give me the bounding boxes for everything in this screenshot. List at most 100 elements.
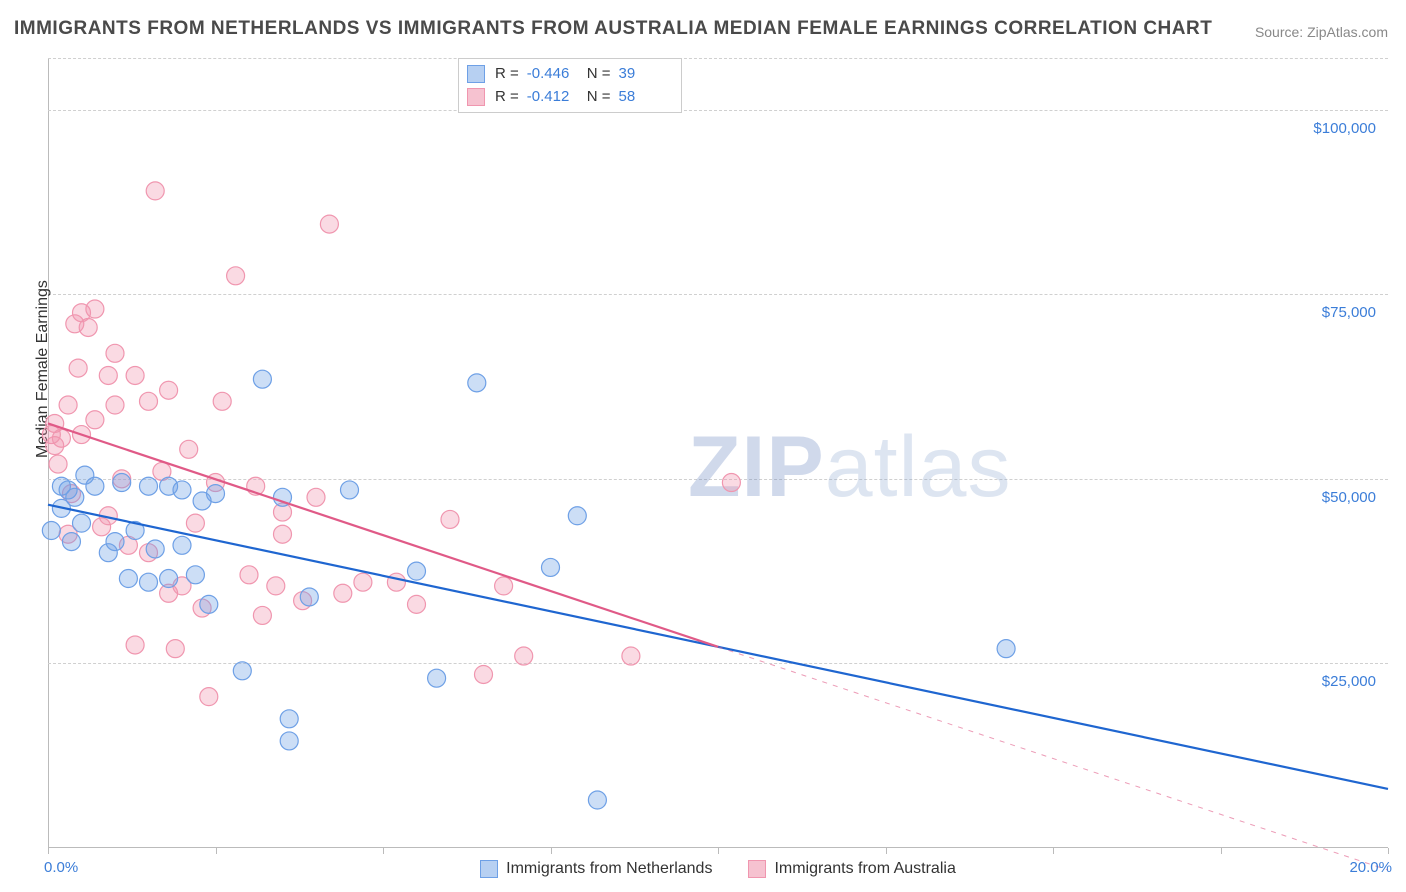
regression-line-extrapolated — [718, 647, 1388, 870]
x-tick — [718, 848, 719, 854]
scatter-point — [274, 525, 292, 543]
source-value: ZipAtlas.com — [1307, 24, 1388, 40]
stats-row-australia: R = -0.412 N = 58 — [467, 86, 669, 109]
scatter-point — [227, 267, 245, 285]
scatter-point — [173, 536, 191, 554]
legend-swatch-netherlands — [480, 860, 498, 878]
r-label: R = — [495, 63, 519, 86]
scatter-point — [387, 573, 405, 591]
scatter-point — [69, 359, 87, 377]
scatter-point — [253, 606, 271, 624]
r-value-australia: -0.412 — [527, 86, 577, 109]
scatter-point — [568, 507, 586, 525]
stats-row-netherlands: R = -0.446 N = 39 — [467, 63, 669, 86]
scatter-point — [140, 573, 158, 591]
scatter-point — [280, 710, 298, 728]
scatter-point — [207, 485, 225, 503]
scatter-point — [140, 392, 158, 410]
swatch-australia — [467, 88, 485, 106]
scatter-point — [997, 640, 1015, 658]
scatter-point — [495, 577, 513, 595]
scatter-point — [408, 595, 426, 613]
legend-label-australia: Immigrants from Australia — [774, 860, 955, 878]
r-label: R = — [495, 86, 519, 109]
scatter-point — [300, 588, 318, 606]
legend-swatch-australia — [748, 860, 766, 878]
scatter-point — [180, 440, 198, 458]
scatter-point — [233, 662, 251, 680]
scatter-point — [307, 488, 325, 506]
bottom-legend: Immigrants from Netherlands Immigrants f… — [48, 860, 1388, 878]
scatter-point — [146, 182, 164, 200]
legend-item-australia: Immigrants from Australia — [748, 860, 955, 878]
scatter-point — [186, 514, 204, 532]
scatter-point — [200, 595, 218, 613]
scatter-point — [113, 474, 131, 492]
scatter-point — [126, 636, 144, 654]
scatter-point — [146, 540, 164, 558]
scatter-point — [280, 732, 298, 750]
n-value-netherlands: 39 — [619, 63, 669, 86]
correlation-stats-box: R = -0.446 N = 39 R = -0.412 N = 58 — [458, 58, 682, 113]
scatter-point — [468, 374, 486, 392]
regression-line — [48, 423, 718, 646]
n-label: N = — [587, 86, 611, 109]
scatter-point — [106, 344, 124, 362]
scatter-point — [588, 791, 606, 809]
scatter-plot — [48, 58, 1388, 848]
scatter-point — [86, 477, 104, 495]
chart-title: IMMIGRANTS FROM NETHERLANDS VS IMMIGRANT… — [14, 18, 1212, 40]
scatter-point — [160, 570, 178, 588]
scatter-point — [106, 396, 124, 414]
scatter-point — [542, 558, 560, 576]
scatter-point — [253, 370, 271, 388]
scatter-point — [86, 411, 104, 429]
scatter-point — [166, 640, 184, 658]
r-value-netherlands: -0.446 — [527, 63, 577, 86]
scatter-point — [79, 318, 97, 336]
scatter-point — [66, 488, 84, 506]
scatter-point — [722, 474, 740, 492]
scatter-point — [106, 533, 124, 551]
scatter-point — [119, 570, 137, 588]
x-tick — [1221, 848, 1222, 854]
scatter-point — [49, 455, 67, 473]
x-tick — [1388, 848, 1389, 854]
scatter-point — [354, 573, 372, 591]
x-tick — [551, 848, 552, 854]
scatter-point — [59, 396, 77, 414]
scatter-point — [86, 300, 104, 318]
scatter-point — [200, 688, 218, 706]
scatter-point — [42, 522, 60, 540]
x-tick — [383, 848, 384, 854]
scatter-point — [475, 665, 493, 683]
source-attribution: Source: ZipAtlas.com — [1255, 24, 1388, 40]
scatter-point — [341, 481, 359, 499]
scatter-point — [267, 577, 285, 595]
n-label: N = — [587, 63, 611, 86]
scatter-point — [408, 562, 426, 580]
x-tick — [48, 848, 49, 854]
scatter-point — [126, 366, 144, 384]
n-value-australia: 58 — [619, 86, 669, 109]
legend-label-netherlands: Immigrants from Netherlands — [506, 860, 712, 878]
source-label: Source: — [1255, 24, 1303, 40]
x-tick — [216, 848, 217, 854]
legend-item-netherlands: Immigrants from Netherlands — [480, 860, 712, 878]
scatter-point — [441, 510, 459, 528]
scatter-point — [622, 647, 640, 665]
scatter-point — [240, 566, 258, 584]
scatter-point — [515, 647, 533, 665]
scatter-point — [99, 366, 117, 384]
scatter-point — [73, 514, 91, 532]
swatch-netherlands — [467, 65, 485, 83]
x-tick — [1053, 848, 1054, 854]
chart-area: $25,000$50,000$75,000$100,000 Median Fem… — [48, 58, 1388, 848]
scatter-point — [62, 533, 80, 551]
scatter-point — [320, 215, 338, 233]
scatter-point — [334, 584, 352, 602]
scatter-point — [428, 669, 446, 687]
scatter-point — [52, 429, 70, 447]
scatter-point — [140, 477, 158, 495]
x-tick — [886, 848, 887, 854]
